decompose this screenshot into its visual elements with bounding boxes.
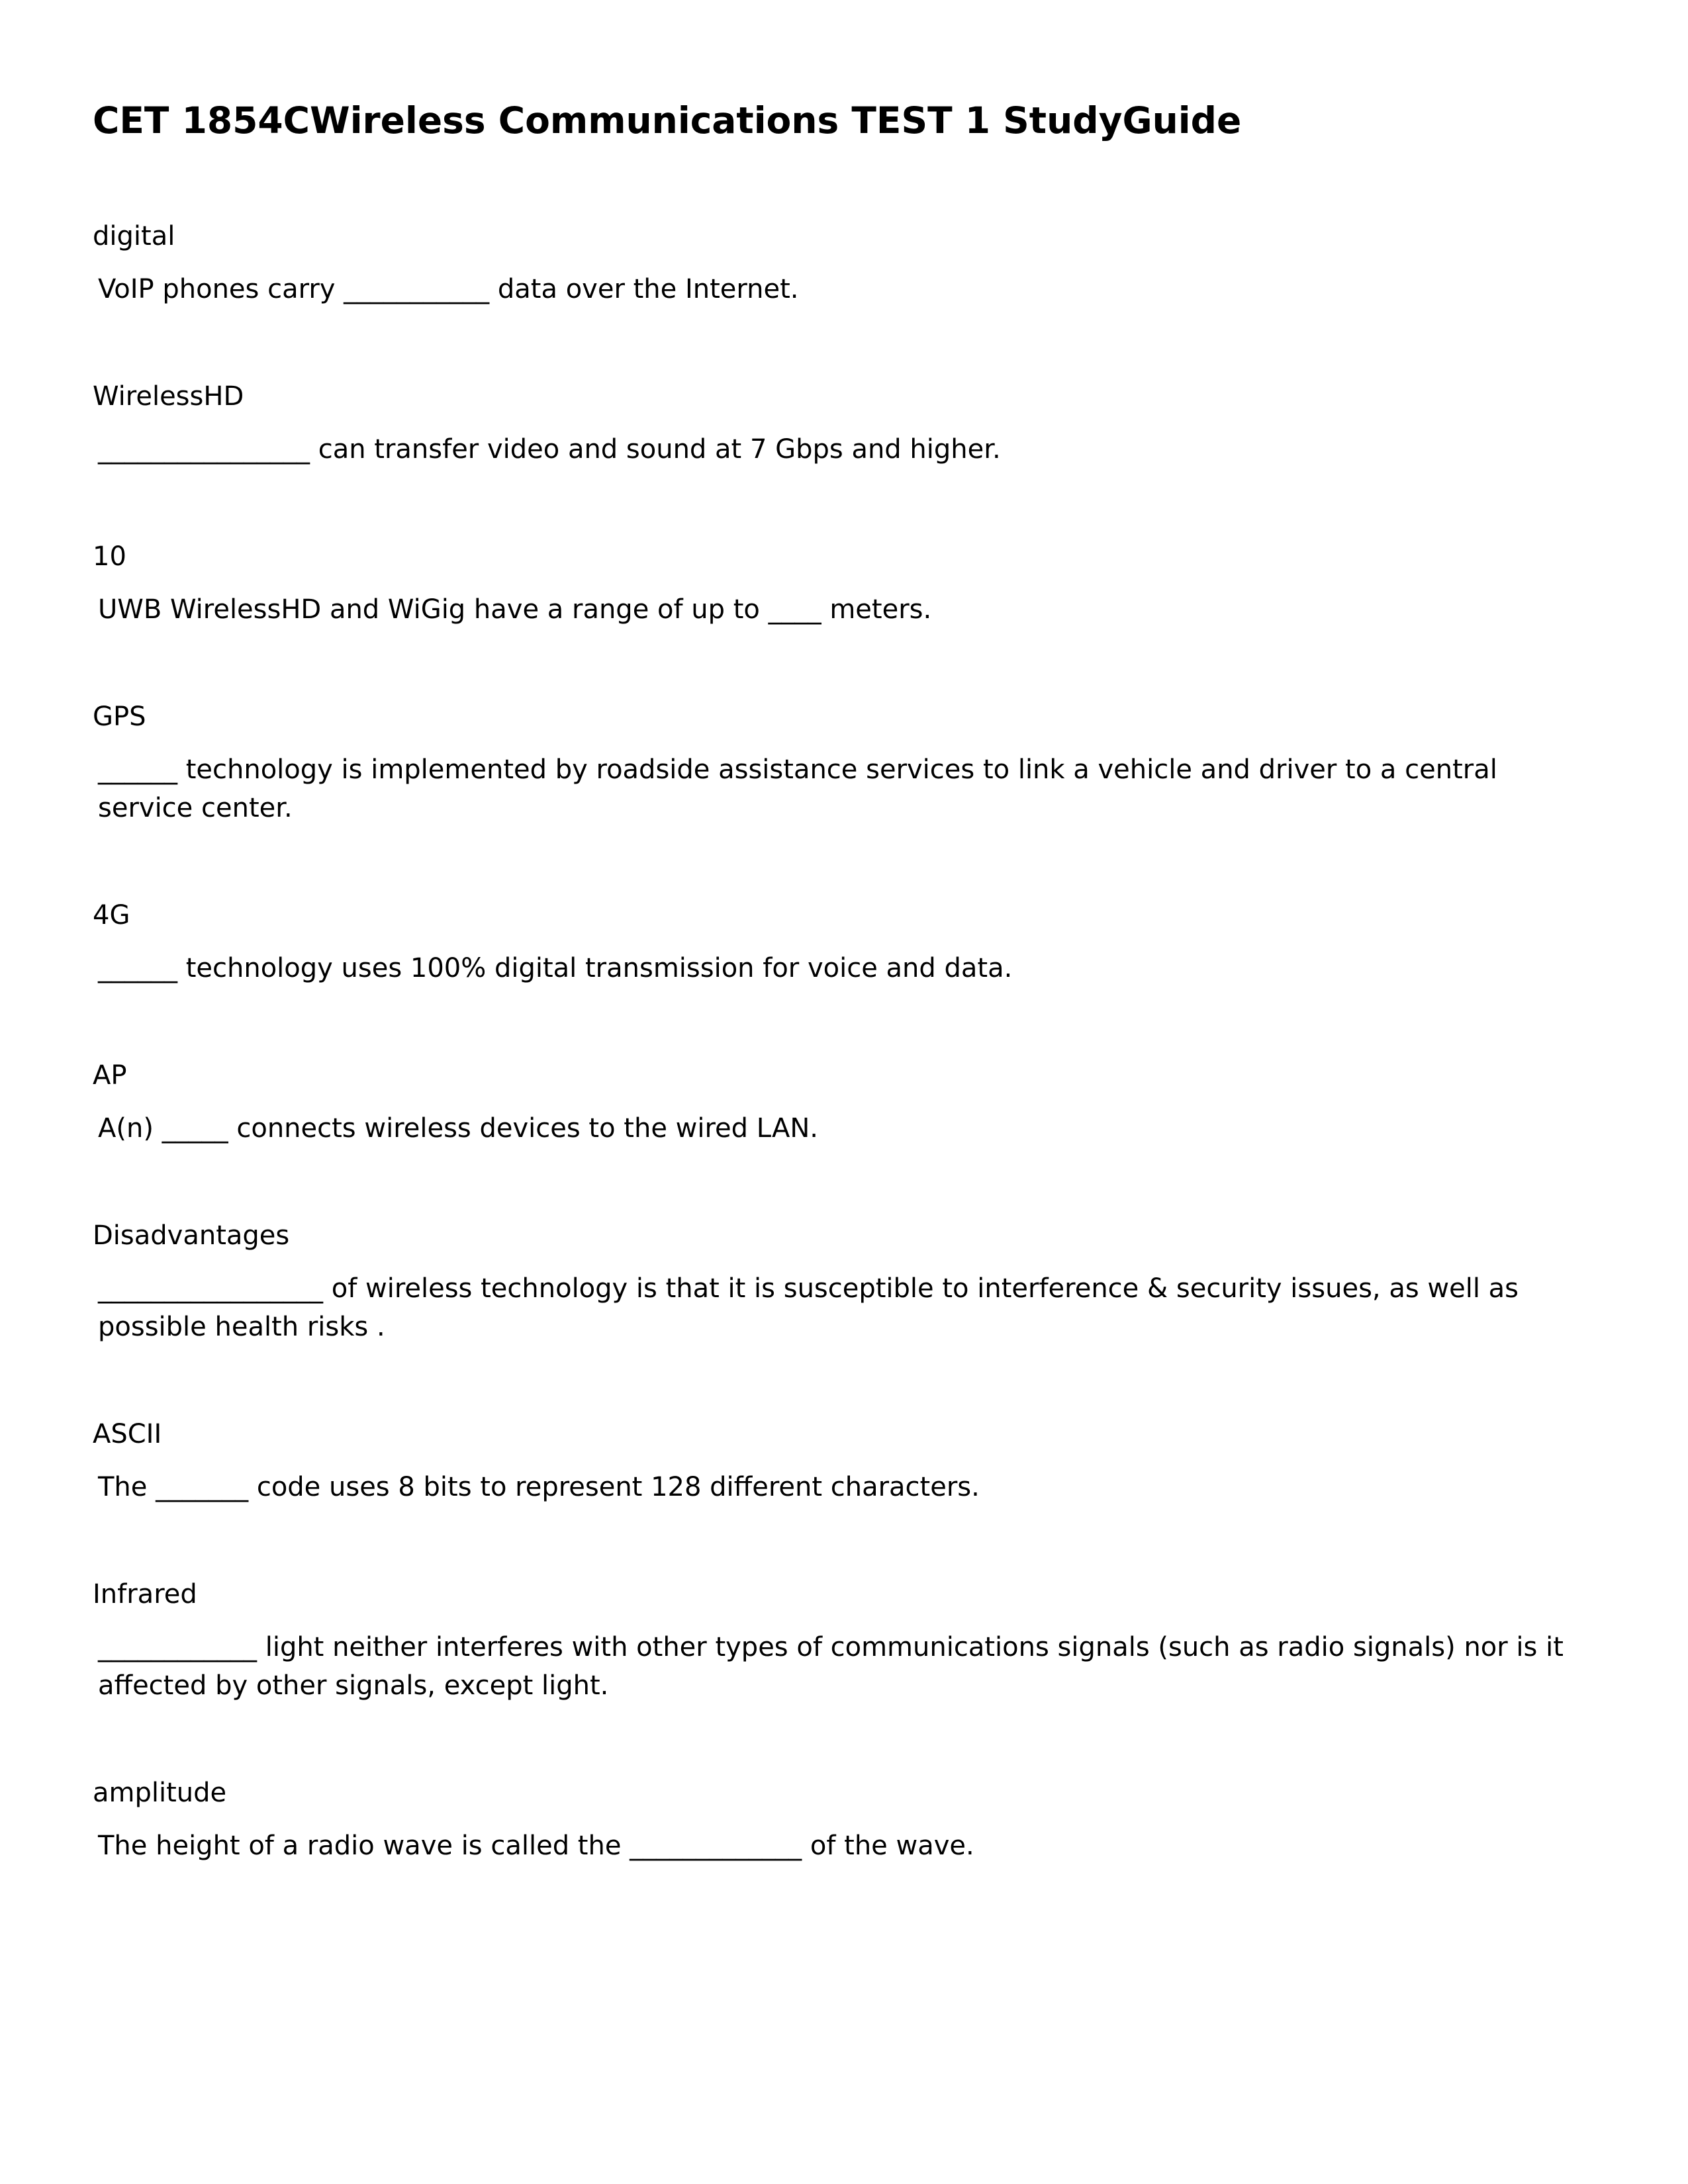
answer-text: AP — [93, 1060, 1595, 1091]
qa-block: Disadvantages _________________ of wirel… — [93, 1220, 1595, 1346]
answer-text: 10 — [93, 541, 1595, 572]
page-title: CET 1854CWireless Communications TEST 1 … — [93, 99, 1595, 142]
answer-text: WirelessHD — [93, 381, 1595, 412]
answer-text: 4G — [93, 900, 1595, 931]
question-text: The height of a radio wave is called the… — [93, 1827, 1595, 1865]
answer-text: ASCII — [93, 1419, 1595, 1449]
qa-block: ASCII The _______ code uses 8 bits to re… — [93, 1419, 1595, 1506]
question-text: A(n) _____ connects wireless devices to … — [93, 1109, 1595, 1148]
qa-block: AP A(n) _____ connects wireless devices … — [93, 1060, 1595, 1148]
question-text: ________________ can transfer video and … — [93, 430, 1595, 469]
qa-block: Infrared ____________ light neither inte… — [93, 1579, 1595, 1705]
question-text: UWB WirelessHD and WiGig have a range of… — [93, 590, 1595, 629]
question-text: ____________ light neither interferes wi… — [93, 1628, 1595, 1705]
answer-text: amplitude — [93, 1778, 1595, 1808]
question-text: The _______ code uses 8 bits to represen… — [93, 1468, 1595, 1506]
qa-block: 4G ______ technology uses 100% digital t… — [93, 900, 1595, 987]
question-text: ______ technology uses 100% digital tran… — [93, 949, 1595, 987]
answer-text: Disadvantages — [93, 1220, 1595, 1251]
qa-block: digital VoIP phones carry ___________ da… — [93, 221, 1595, 308]
qa-block: WirelessHD ________________ can transfer… — [93, 381, 1595, 469]
question-text: _________________ of wireless technology… — [93, 1269, 1595, 1346]
qa-block: amplitude The height of a radio wave is … — [93, 1778, 1595, 1865]
answer-text: GPS — [93, 702, 1595, 732]
answer-text: digital — [93, 221, 1595, 251]
question-text: ______ technology is implemented by road… — [93, 751, 1595, 827]
answer-text: Infrared — [93, 1579, 1595, 1610]
qa-block: 10 UWB WirelessHD and WiGig have a range… — [93, 541, 1595, 629]
question-text: VoIP phones carry ___________ data over … — [93, 270, 1595, 308]
study-guide-content: digital VoIP phones carry ___________ da… — [93, 221, 1595, 1865]
qa-block: GPS ______ technology is implemented by … — [93, 702, 1595, 827]
